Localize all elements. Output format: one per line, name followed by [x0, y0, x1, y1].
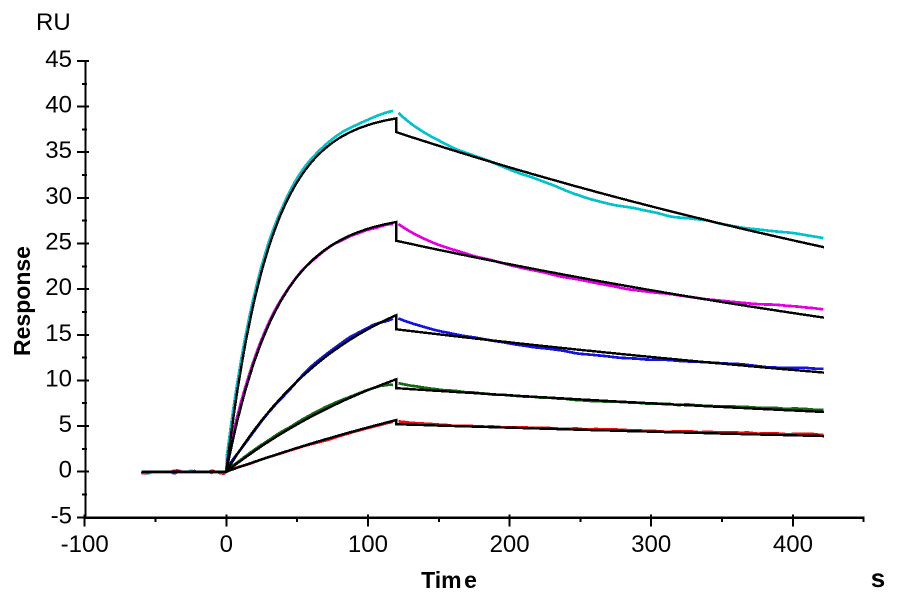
svg-text:20: 20 — [45, 274, 72, 301]
svg-text:RU: RU — [36, 9, 71, 36]
svg-text:10: 10 — [45, 365, 72, 392]
svg-text:300: 300 — [631, 531, 671, 558]
svg-text:-5: -5 — [51, 502, 72, 529]
svg-text:30: 30 — [45, 183, 72, 210]
svg-text:100: 100 — [348, 531, 388, 558]
svg-text:200: 200 — [490, 531, 530, 558]
svg-text:35: 35 — [45, 137, 72, 164]
svg-text:40: 40 — [45, 92, 72, 119]
svg-text:45: 45 — [45, 46, 72, 73]
svg-text:5: 5 — [59, 411, 72, 438]
svg-text:25: 25 — [45, 229, 72, 256]
svg-text:Response: Response — [9, 246, 35, 356]
svg-text:0: 0 — [59, 457, 72, 484]
svg-text:s: s — [871, 563, 885, 593]
svg-text:15: 15 — [45, 320, 72, 347]
svg-text:400: 400 — [773, 531, 813, 558]
svg-text:0: 0 — [220, 531, 233, 558]
svg-text:-100: -100 — [61, 531, 109, 558]
